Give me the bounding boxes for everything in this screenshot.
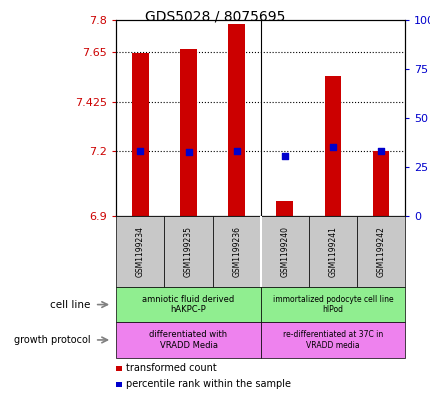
Point — [329, 144, 335, 151]
Point — [137, 147, 144, 154]
Bar — [228, 24, 245, 216]
Text: GSM1199234: GSM1199234 — [135, 226, 144, 277]
Bar — [372, 151, 389, 216]
Bar — [324, 76, 341, 216]
Bar — [276, 201, 292, 216]
Point — [184, 149, 191, 155]
Text: transformed count: transformed count — [126, 363, 216, 373]
Text: GSM1199236: GSM1199236 — [232, 226, 241, 277]
Bar — [132, 53, 148, 216]
Bar — [180, 49, 197, 216]
Text: differentiated with
VRADD Media: differentiated with VRADD Media — [149, 330, 227, 350]
Text: immortalized podocyte cell line
hIPod: immortalized podocyte cell line hIPod — [272, 295, 392, 314]
Text: growth protocol: growth protocol — [14, 335, 90, 345]
Point — [233, 147, 240, 154]
Point — [281, 153, 288, 159]
Point — [377, 147, 384, 154]
Text: re-differentiated at 37C in
VRADD media: re-differentiated at 37C in VRADD media — [282, 330, 382, 350]
Text: amniotic fluid derived
hAKPC-P: amniotic fluid derived hAKPC-P — [142, 295, 234, 314]
Text: cell line: cell line — [50, 299, 90, 310]
Text: GDS5028 / 8075695: GDS5028 / 8075695 — [145, 10, 285, 24]
Text: GSM1199241: GSM1199241 — [328, 226, 337, 277]
Text: percentile rank within the sample: percentile rank within the sample — [126, 379, 290, 389]
Text: GSM1199240: GSM1199240 — [280, 226, 289, 277]
Text: GSM1199242: GSM1199242 — [376, 226, 385, 277]
Text: GSM1199235: GSM1199235 — [184, 226, 193, 277]
